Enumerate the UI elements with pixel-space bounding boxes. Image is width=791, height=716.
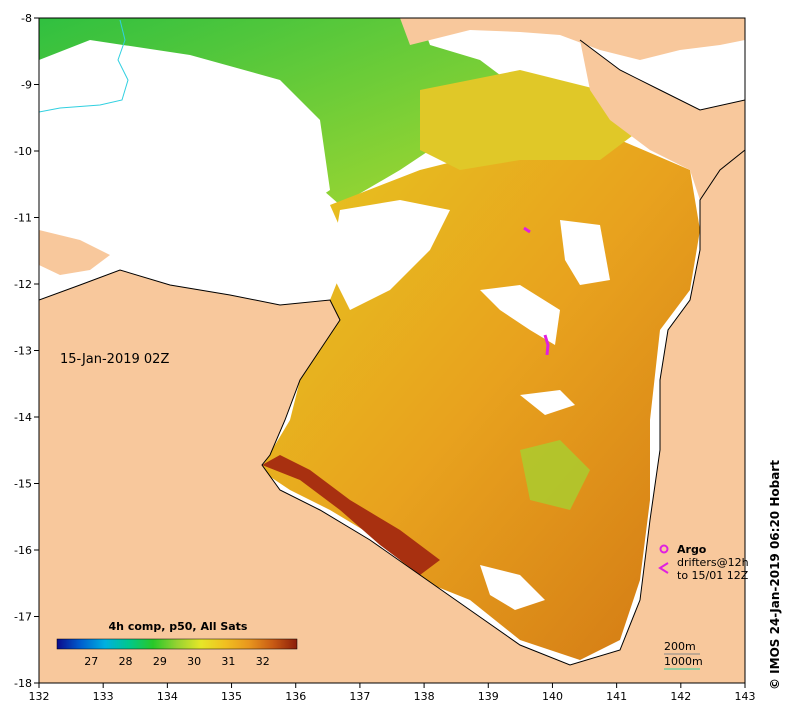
colorbar-ticks: 27 28 29 30 31 32: [84, 655, 269, 668]
land-cape-york: [580, 40, 745, 200]
x-tick-label: 140: [542, 690, 563, 703]
credit-label: © IMOS 24-Jan-2019 06:20 Hobart: [768, 460, 782, 690]
colorbar-title: 4h comp, p50, All Sats: [109, 620, 248, 633]
x-tick-label: 138: [414, 690, 435, 703]
y-tick-label: -16: [14, 544, 32, 557]
y-tick-label: -18: [14, 677, 32, 690]
y-axis: -8 -9 -10 -11 -12 -13 -14 -15 -16 -17 -18: [14, 12, 39, 690]
cloud-hole: [480, 565, 545, 610]
land-new-guinea: [400, 18, 745, 60]
drifter-track: [523, 226, 531, 234]
warm-south-band: [262, 455, 440, 575]
land-arnhem: [39, 150, 745, 683]
cloud-hole: [560, 220, 610, 285]
colorbar-tick-label: 31: [221, 655, 235, 668]
legend-drifters: drifters@12h: [677, 556, 749, 569]
land-cobourg: [39, 230, 110, 275]
legend-200m: 200m: [664, 640, 696, 653]
bathymetry-1000m: [39, 19, 129, 113]
y-tick-label: -17: [14, 611, 32, 624]
x-tick-label: 132: [29, 690, 50, 703]
colorbar-tick-label: 29: [153, 655, 167, 668]
x-tick-label: 135: [221, 690, 242, 703]
x-tick-label: 133: [93, 690, 114, 703]
date-label: 15-Jan-2019 02Z: [60, 352, 169, 367]
argo-marker-icon: [659, 544, 669, 554]
y-tick-label: -13: [14, 345, 32, 358]
cool-patch: [520, 440, 590, 510]
colorbar-tick-label: 28: [119, 655, 133, 668]
legend-drifters-period: to 15/01 12Z: [677, 569, 749, 582]
x-axis: 132 133 134 135 136 137 138 139 140 141 142 143: [29, 683, 756, 703]
drifter-track: [543, 334, 550, 356]
legend-1000m: 1000m: [664, 655, 703, 668]
y-tick-label: -10: [14, 145, 32, 158]
x-tick-label: 139: [478, 690, 499, 703]
x-tick-label: 137: [349, 690, 370, 703]
legend: Argo drifters@12h to 15/01 12Z 200m 1000…: [658, 543, 749, 670]
colorbar: [56, 638, 298, 650]
upper-gulf-band: [420, 70, 640, 170]
y-tick-label: -15: [14, 478, 32, 491]
drifter-marker-icon: [658, 562, 669, 574]
colorbar-tick-label: 30: [187, 655, 201, 668]
cloud-patch: [39, 40, 330, 215]
coastline-cape-york: [579, 39, 745, 111]
y-tick-label: -8: [21, 12, 32, 25]
coastline: [39, 149, 745, 666]
y-tick-label: -9: [21, 79, 32, 92]
colorbar-tick-label: 27: [84, 655, 98, 668]
x-tick-label: 143: [735, 690, 756, 703]
colorbar-tick-label: 32: [256, 655, 270, 668]
x-tick-label: 142: [670, 690, 691, 703]
y-tick-label: -12: [14, 278, 32, 291]
cloud-hole: [480, 285, 560, 345]
legend-argo: Argo: [677, 543, 707, 556]
y-tick-label: -11: [14, 212, 32, 225]
x-tick-label: 136: [285, 690, 306, 703]
cloud-hole: [330, 200, 450, 310]
x-tick-label: 141: [606, 690, 627, 703]
x-tick-label: 134: [157, 690, 178, 703]
y-tick-label: -14: [14, 411, 32, 424]
cloud-hole: [520, 390, 575, 415]
